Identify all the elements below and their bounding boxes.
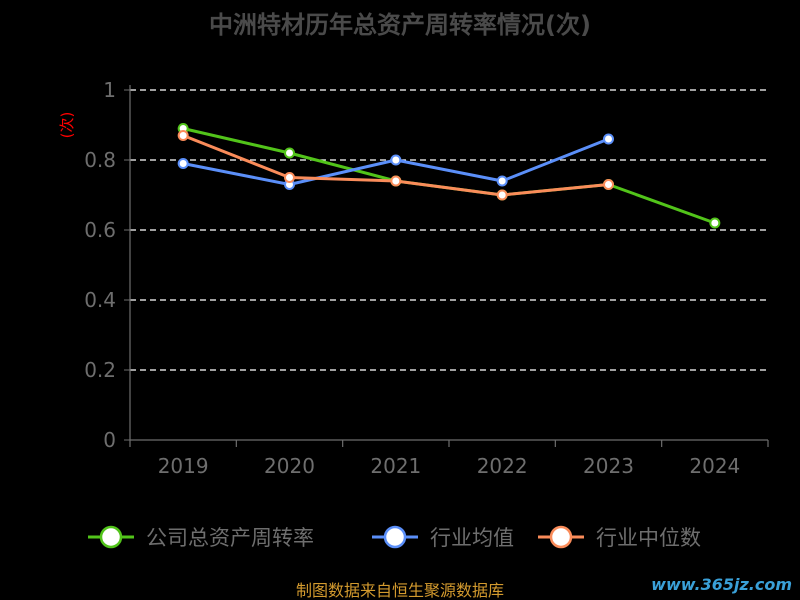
watermark: www.365jz.com <box>651 575 792 594</box>
series-1 <box>177 123 721 229</box>
chart-title: 中洲特材历年总资产周转率情况(次) <box>209 11 591 39</box>
data-source-note: 制图数据来自恒生聚源数据库 <box>296 581 504 600</box>
legend-marker <box>99 525 123 549</box>
series-3 <box>177 130 614 201</box>
x-tick-label: 2019 <box>158 454 209 478</box>
y-tick-labels: 0 0.2 0.4 0.6 0.8 1 <box>84 78 130 452</box>
legend-item[interactable]: 公司总资产周转率 <box>88 525 314 550</box>
y-axis-label: (次) <box>58 112 76 139</box>
data-point[interactable] <box>496 189 508 201</box>
data-point[interactable] <box>603 179 614 190</box>
y-tick-label: 1 <box>103 78 116 102</box>
y-tick-label: 0 <box>103 428 116 452</box>
data-point[interactable] <box>284 147 295 159</box>
y-tick-label: 0.8 <box>84 148 116 172</box>
data-point[interactable] <box>709 217 721 229</box>
legend-item[interactable]: 行业中位数 <box>538 525 701 550</box>
x-tick-label: 2020 <box>264 454 315 478</box>
series-line <box>182 127 716 225</box>
legend-marker <box>383 525 407 549</box>
legend[interactable]: 公司总资产周转率 行业均值 行业中位数 <box>88 525 701 550</box>
data-point[interactable] <box>603 133 614 145</box>
legend-label: 行业均值 <box>430 526 514 550</box>
y-tick-label: 0.4 <box>84 288 116 312</box>
series-lines <box>177 123 721 229</box>
x-tick-label: 2023 <box>583 454 634 478</box>
data-point[interactable] <box>496 175 508 187</box>
data-point[interactable] <box>177 158 189 169</box>
x-tick-label: 2024 <box>689 454 740 478</box>
data-point[interactable] <box>177 130 189 141</box>
legend-label: 公司总资产周转率 <box>146 526 314 550</box>
x-tick-label: 2022 <box>477 454 528 478</box>
data-point[interactable] <box>390 175 402 187</box>
legend-marker <box>549 525 573 549</box>
legend-item[interactable]: 行业均值 <box>372 525 514 550</box>
gridlines <box>130 89 768 371</box>
y-tick-label: 0.2 <box>84 358 116 382</box>
x-tick-label: 2021 <box>370 454 421 478</box>
data-point[interactable] <box>284 172 295 183</box>
legend-label: 行业中位数 <box>596 526 701 550</box>
axes <box>129 85 769 447</box>
y-tick-label: 0.6 <box>84 218 116 242</box>
x-tick-labels: 2019 2020 2021 2022 2023 2024 <box>158 454 741 478</box>
data-point[interactable] <box>390 154 402 166</box>
